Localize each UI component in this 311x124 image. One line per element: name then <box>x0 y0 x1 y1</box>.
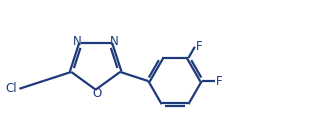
Text: O: O <box>92 87 101 100</box>
Text: F: F <box>216 75 222 88</box>
Text: F: F <box>196 40 202 53</box>
Text: N: N <box>72 35 81 48</box>
Text: Cl: Cl <box>5 82 17 95</box>
Text: N: N <box>110 35 119 48</box>
